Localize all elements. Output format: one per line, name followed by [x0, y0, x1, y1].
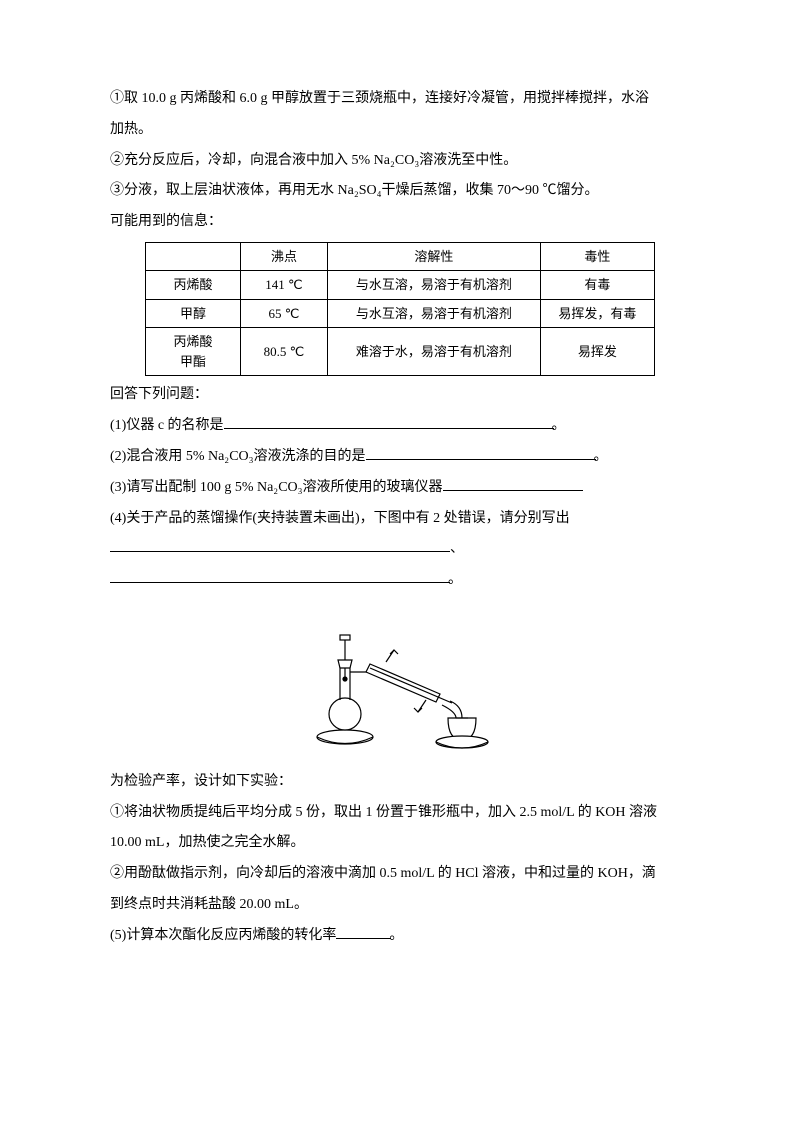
- period: 。: [552, 418, 566, 433]
- question-4-blank2: 。: [110, 565, 690, 596]
- properties-table: 沸点 溶解性 毒性 丙烯酸 141 ℃ 与水互溶，易溶于有机溶剂 有毒 甲醇 6…: [145, 242, 655, 377]
- cell: 65 ℃: [240, 299, 327, 328]
- document-page: ①取 10.0 g 丙烯酸和 6.0 g 甲醇放置于三颈烧瓶中，连接好冷凝管，用…: [0, 0, 800, 1132]
- blank-line: [443, 476, 583, 491]
- questions-lead: 回答下列问题：: [110, 380, 690, 411]
- question-3: (3)请写出配制 100 g 5% Na₂CO₃溶液所使用的玻璃仪器: [110, 473, 690, 504]
- table-row: 沸点 溶解性 毒性: [146, 242, 655, 271]
- question-4-blank1: 、: [110, 534, 690, 565]
- blank-line: [110, 537, 450, 552]
- cell: 甲醇: [146, 299, 241, 328]
- th-sol: 溶解性: [327, 242, 540, 271]
- table-row: 丙烯酸 141 ℃ 与水互溶，易溶于有机溶剂 有毒: [146, 271, 655, 300]
- period: 。: [594, 449, 608, 464]
- cell: 易挥发，有毒: [540, 299, 654, 328]
- verify-2b: 到终点时共消耗盐酸 20.00 mL。: [110, 890, 690, 921]
- blank-line: [110, 568, 450, 583]
- step-3: ③分液，取上层油状液体，再用无水 Na₂SO₄干燥后蒸馏，收集 70～90 ℃馏…: [110, 176, 690, 207]
- q5-text: (5)计算本次酯化反应丙烯酸的转化率: [110, 928, 336, 943]
- info-lead: 可能用到的信息：: [110, 207, 690, 238]
- th-tox: 毒性: [540, 242, 654, 271]
- q1-text: (1)仪器 c 的名称是: [110, 418, 224, 433]
- cell: 难溶于水，易溶于有机溶剂: [327, 328, 540, 376]
- cell: 80.5 ℃: [240, 328, 327, 376]
- cell: 与水互溶，易溶于有机溶剂: [327, 299, 540, 328]
- th-blank: [146, 242, 241, 271]
- distillation-diagram: [110, 602, 690, 765]
- apparatus-svg: [290, 602, 510, 752]
- step-1b: 加热。: [110, 115, 690, 146]
- cell: 有毒: [540, 271, 654, 300]
- separator: 、: [450, 541, 464, 556]
- question-1: (1)仪器 c 的名称是 。: [110, 411, 690, 442]
- period: 。: [448, 572, 462, 587]
- verify-1b: 10.00 mL，加热使之完全水解。: [110, 828, 690, 859]
- th-bp: 沸点: [240, 242, 327, 271]
- period: 。: [389, 928, 403, 943]
- question-2: (2)混合液用 5% Na₂CO₃溶液洗涤的目的是 。: [110, 442, 690, 473]
- verify-lead: 为检验产率，设计如下实验：: [110, 767, 690, 798]
- verify-1a: ①将油状物质提纯后平均分成 5 份，取出 1 份置于锥形瓶中，加入 2.5 mo…: [110, 798, 690, 829]
- q3-text: (3)请写出配制 100 g 5% Na₂CO₃溶液所使用的玻璃仪器: [110, 480, 443, 495]
- cell: 丙烯酸 甲酯: [146, 328, 241, 376]
- blank-line: [336, 924, 391, 939]
- cell: 易挥发: [540, 328, 654, 376]
- q2-text: (2)混合液用 5% Na₂CO₃溶液洗涤的目的是: [110, 449, 366, 464]
- cell: 与水互溶，易溶于有机溶剂: [327, 271, 540, 300]
- step-2: ②充分反应后，冷却，向混合液中加入 5% Na₂CO₃溶液洗至中性。: [110, 146, 690, 177]
- cell: 丙烯酸: [146, 271, 241, 300]
- cell: 141 ℃: [240, 271, 327, 300]
- question-5: (5)计算本次酯化反应丙烯酸的转化率 。: [110, 921, 690, 952]
- table-row: 丙烯酸 甲酯 80.5 ℃ 难溶于水，易溶于有机溶剂 易挥发: [146, 328, 655, 376]
- blank-line: [366, 445, 596, 460]
- table-row: 甲醇 65 ℃ 与水互溶，易溶于有机溶剂 易挥发，有毒: [146, 299, 655, 328]
- question-4: (4)关于产品的蒸馏操作(夹持装置未画出)，下图中有 2 处错误，请分别写出: [110, 504, 690, 535]
- verify-2a: ②用酚酞做指示剂，向冷却后的溶液中滴加 0.5 mol/L 的 HCl 溶液，中…: [110, 859, 690, 890]
- blank-line: [224, 414, 554, 429]
- step-1a: ①取 10.0 g 丙烯酸和 6.0 g 甲醇放置于三颈烧瓶中，连接好冷凝管，用…: [110, 84, 690, 115]
